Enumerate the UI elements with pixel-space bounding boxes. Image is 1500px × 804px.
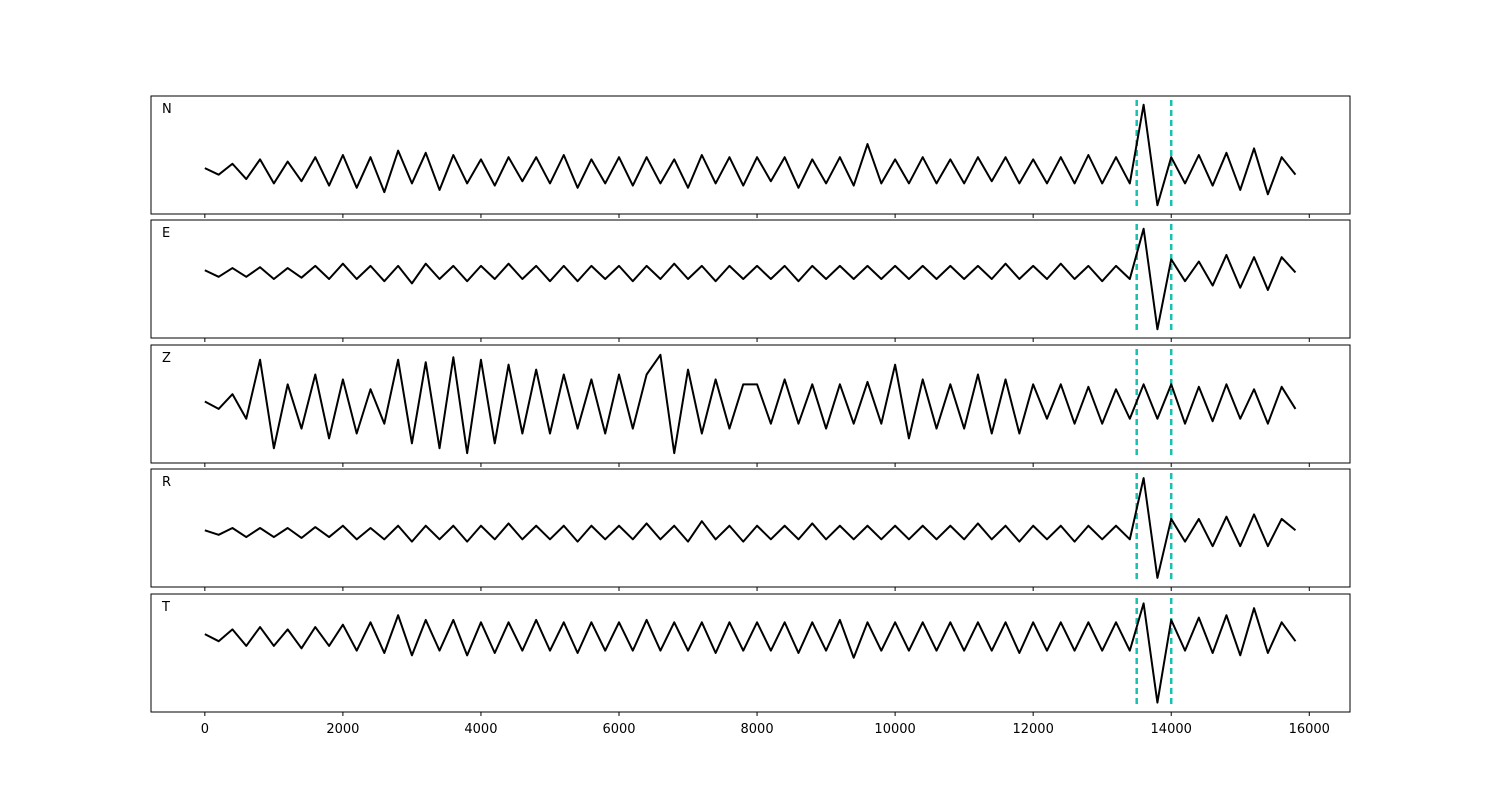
x-tick-label: 10000: [874, 722, 915, 737]
x-tick-label: 2000: [326, 722, 359, 737]
x-tick-label: 4000: [464, 722, 497, 737]
panel-frame: [150, 468, 1351, 588]
panel-label: E: [162, 226, 170, 241]
waveform: [204, 477, 1297, 579]
panel-frame: [150, 95, 1351, 215]
x-tick-label: 8000: [741, 722, 774, 737]
panel-label: N: [162, 102, 172, 117]
panel-label: R: [162, 475, 171, 490]
panel-frame: [150, 344, 1351, 464]
x-tick-label: 16000: [1289, 722, 1330, 737]
x-tick-label: 14000: [1151, 722, 1192, 737]
x-tick-label: 0: [201, 722, 209, 737]
x-tick-label: 12000: [1012, 722, 1053, 737]
panel-frame: [150, 593, 1351, 713]
waveform: [204, 227, 1297, 331]
panel-label: Z: [162, 351, 171, 366]
panel-label: T: [161, 600, 170, 615]
waveform: [204, 602, 1297, 704]
panel-frame: [150, 219, 1351, 339]
waveform: [204, 103, 1297, 207]
x-tick-label: 6000: [602, 722, 635, 737]
waveform: [204, 353, 1297, 455]
